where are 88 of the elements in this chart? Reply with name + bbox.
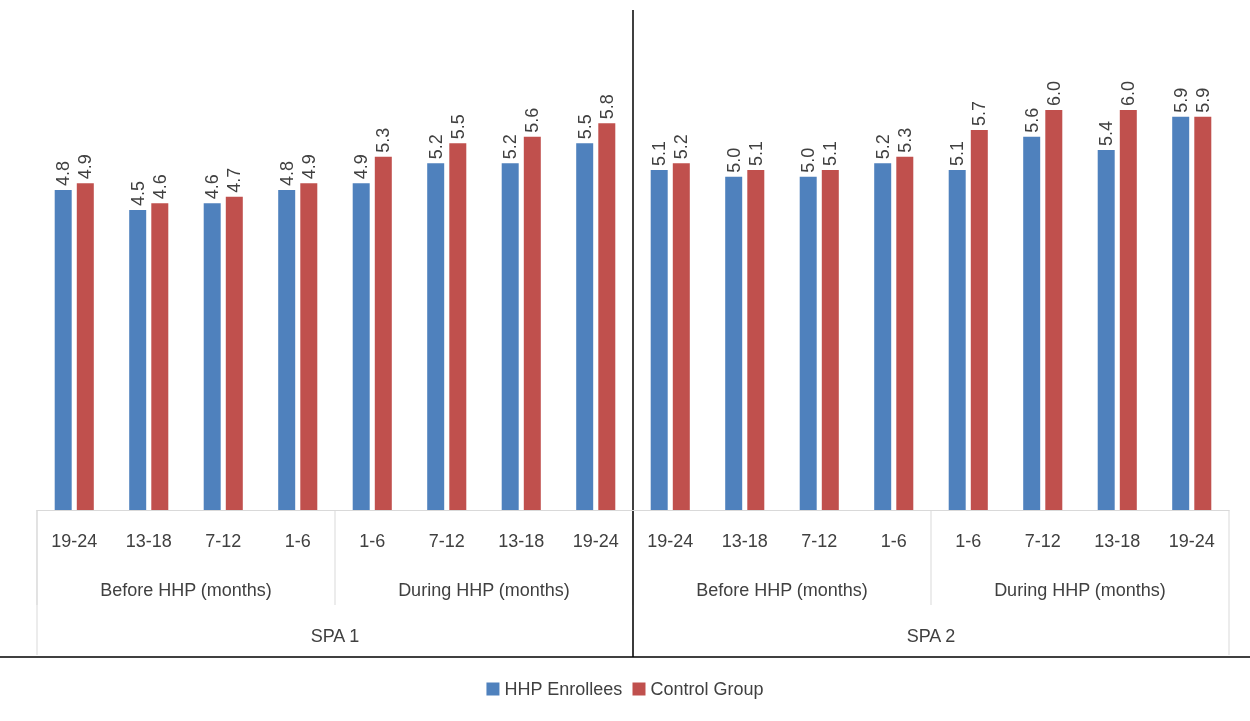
bar: [1023, 136, 1041, 510]
x-tick-label: 19-24: [51, 531, 98, 551]
bar: [672, 163, 690, 510]
bar: [1045, 110, 1063, 510]
text: During HHP (months): [398, 580, 570, 600]
bar: [799, 176, 817, 510]
x-tick-label: 7-12: [428, 531, 465, 551]
data-label: 4.6: [202, 174, 223, 200]
data-label: 5.0: [723, 147, 744, 173]
bar: [1119, 110, 1137, 510]
x-tick-label: 13-18: [125, 531, 172, 551]
data-label: 5.5: [574, 114, 595, 140]
bar: [427, 163, 445, 510]
bar: [203, 203, 221, 510]
bar: [501, 163, 519, 510]
x-tick-label: 1-6: [880, 531, 907, 551]
bar: [747, 170, 765, 510]
bar: [278, 190, 296, 510]
data-label: 5.2: [425, 134, 446, 160]
bar: [449, 143, 467, 510]
bar: [300, 183, 318, 510]
data-label: 6.0: [1043, 80, 1064, 106]
x-tick-label: 19-24: [647, 531, 694, 551]
data-label: 5.1: [820, 140, 841, 166]
bar: [576, 143, 594, 510]
data-label: 5.4: [1096, 120, 1117, 146]
bar: [896, 156, 914, 510]
bar: [1194, 116, 1212, 510]
data-label: 5.3: [373, 127, 394, 153]
bar: [374, 156, 392, 510]
bar: [598, 123, 616, 510]
x-tick-label: 7-12: [205, 531, 242, 551]
text: Before HHP (months): [696, 580, 868, 600]
data-label: 4.6: [149, 174, 170, 200]
bar: [821, 170, 839, 510]
bar: [129, 210, 147, 510]
bar: [1097, 150, 1115, 510]
data-label: 5.2: [500, 134, 521, 160]
x-tick-label: 19-24: [572, 531, 619, 551]
bar: [151, 203, 169, 510]
data-label: 5.0: [798, 147, 819, 173]
data-label: 5.2: [872, 134, 893, 160]
bar: [650, 170, 668, 510]
x-tick-label: 1-6: [955, 531, 982, 551]
bar: [352, 183, 370, 510]
bar: [523, 136, 541, 510]
x-tick-label: 1-6: [284, 531, 311, 551]
text: SPA 1: [310, 626, 360, 646]
text: Before HHP (months): [100, 580, 272, 600]
data-label: 4.5: [127, 180, 148, 206]
x-tick-label: 7-12: [801, 531, 838, 551]
data-label: 5.1: [745, 140, 766, 166]
bar: [76, 183, 94, 510]
bar: [970, 130, 988, 510]
data-label: 5.6: [1021, 107, 1042, 133]
data-label: 5.9: [1192, 87, 1213, 113]
data-label: 5.8: [596, 94, 617, 120]
data-label: 6.0: [1118, 80, 1139, 106]
x-tick-label: 13-18: [721, 531, 768, 551]
data-label: 5.6: [522, 107, 543, 133]
text: SPA 2: [906, 626, 956, 646]
bar: [948, 170, 966, 510]
x-tick-label: 13-18: [498, 531, 545, 551]
bar: [54, 190, 72, 510]
data-label: 5.7: [969, 100, 990, 126]
bar: [1172, 116, 1190, 510]
data-label: 5.9: [1170, 87, 1191, 113]
data-label: 5.5: [447, 114, 468, 140]
bar: [725, 176, 743, 510]
data-label: 4.9: [351, 154, 372, 180]
x-tick-label: 13-18: [1094, 531, 1141, 551]
legend-label: HHP Enrollees: [504, 679, 623, 699]
data-label: 5.2: [671, 134, 692, 160]
text: During HHP (months): [994, 580, 1166, 600]
data-label: 4.8: [276, 160, 297, 186]
bar: [874, 163, 892, 510]
legend-label: Control Group: [650, 679, 764, 699]
x-tick-label: 1-6: [359, 531, 386, 551]
data-label: 4.9: [75, 154, 96, 180]
x-tick-label: 7-12: [1024, 531, 1061, 551]
data-label: 5.3: [894, 127, 915, 153]
bar: [225, 196, 243, 510]
data-label: 4.8: [53, 160, 74, 186]
data-label: 5.1: [947, 140, 968, 166]
data-label: 4.7: [224, 167, 245, 193]
data-label: 4.9: [298, 154, 319, 180]
x-tick-label: 19-24: [1168, 531, 1215, 551]
data-label: 5.1: [649, 140, 670, 166]
